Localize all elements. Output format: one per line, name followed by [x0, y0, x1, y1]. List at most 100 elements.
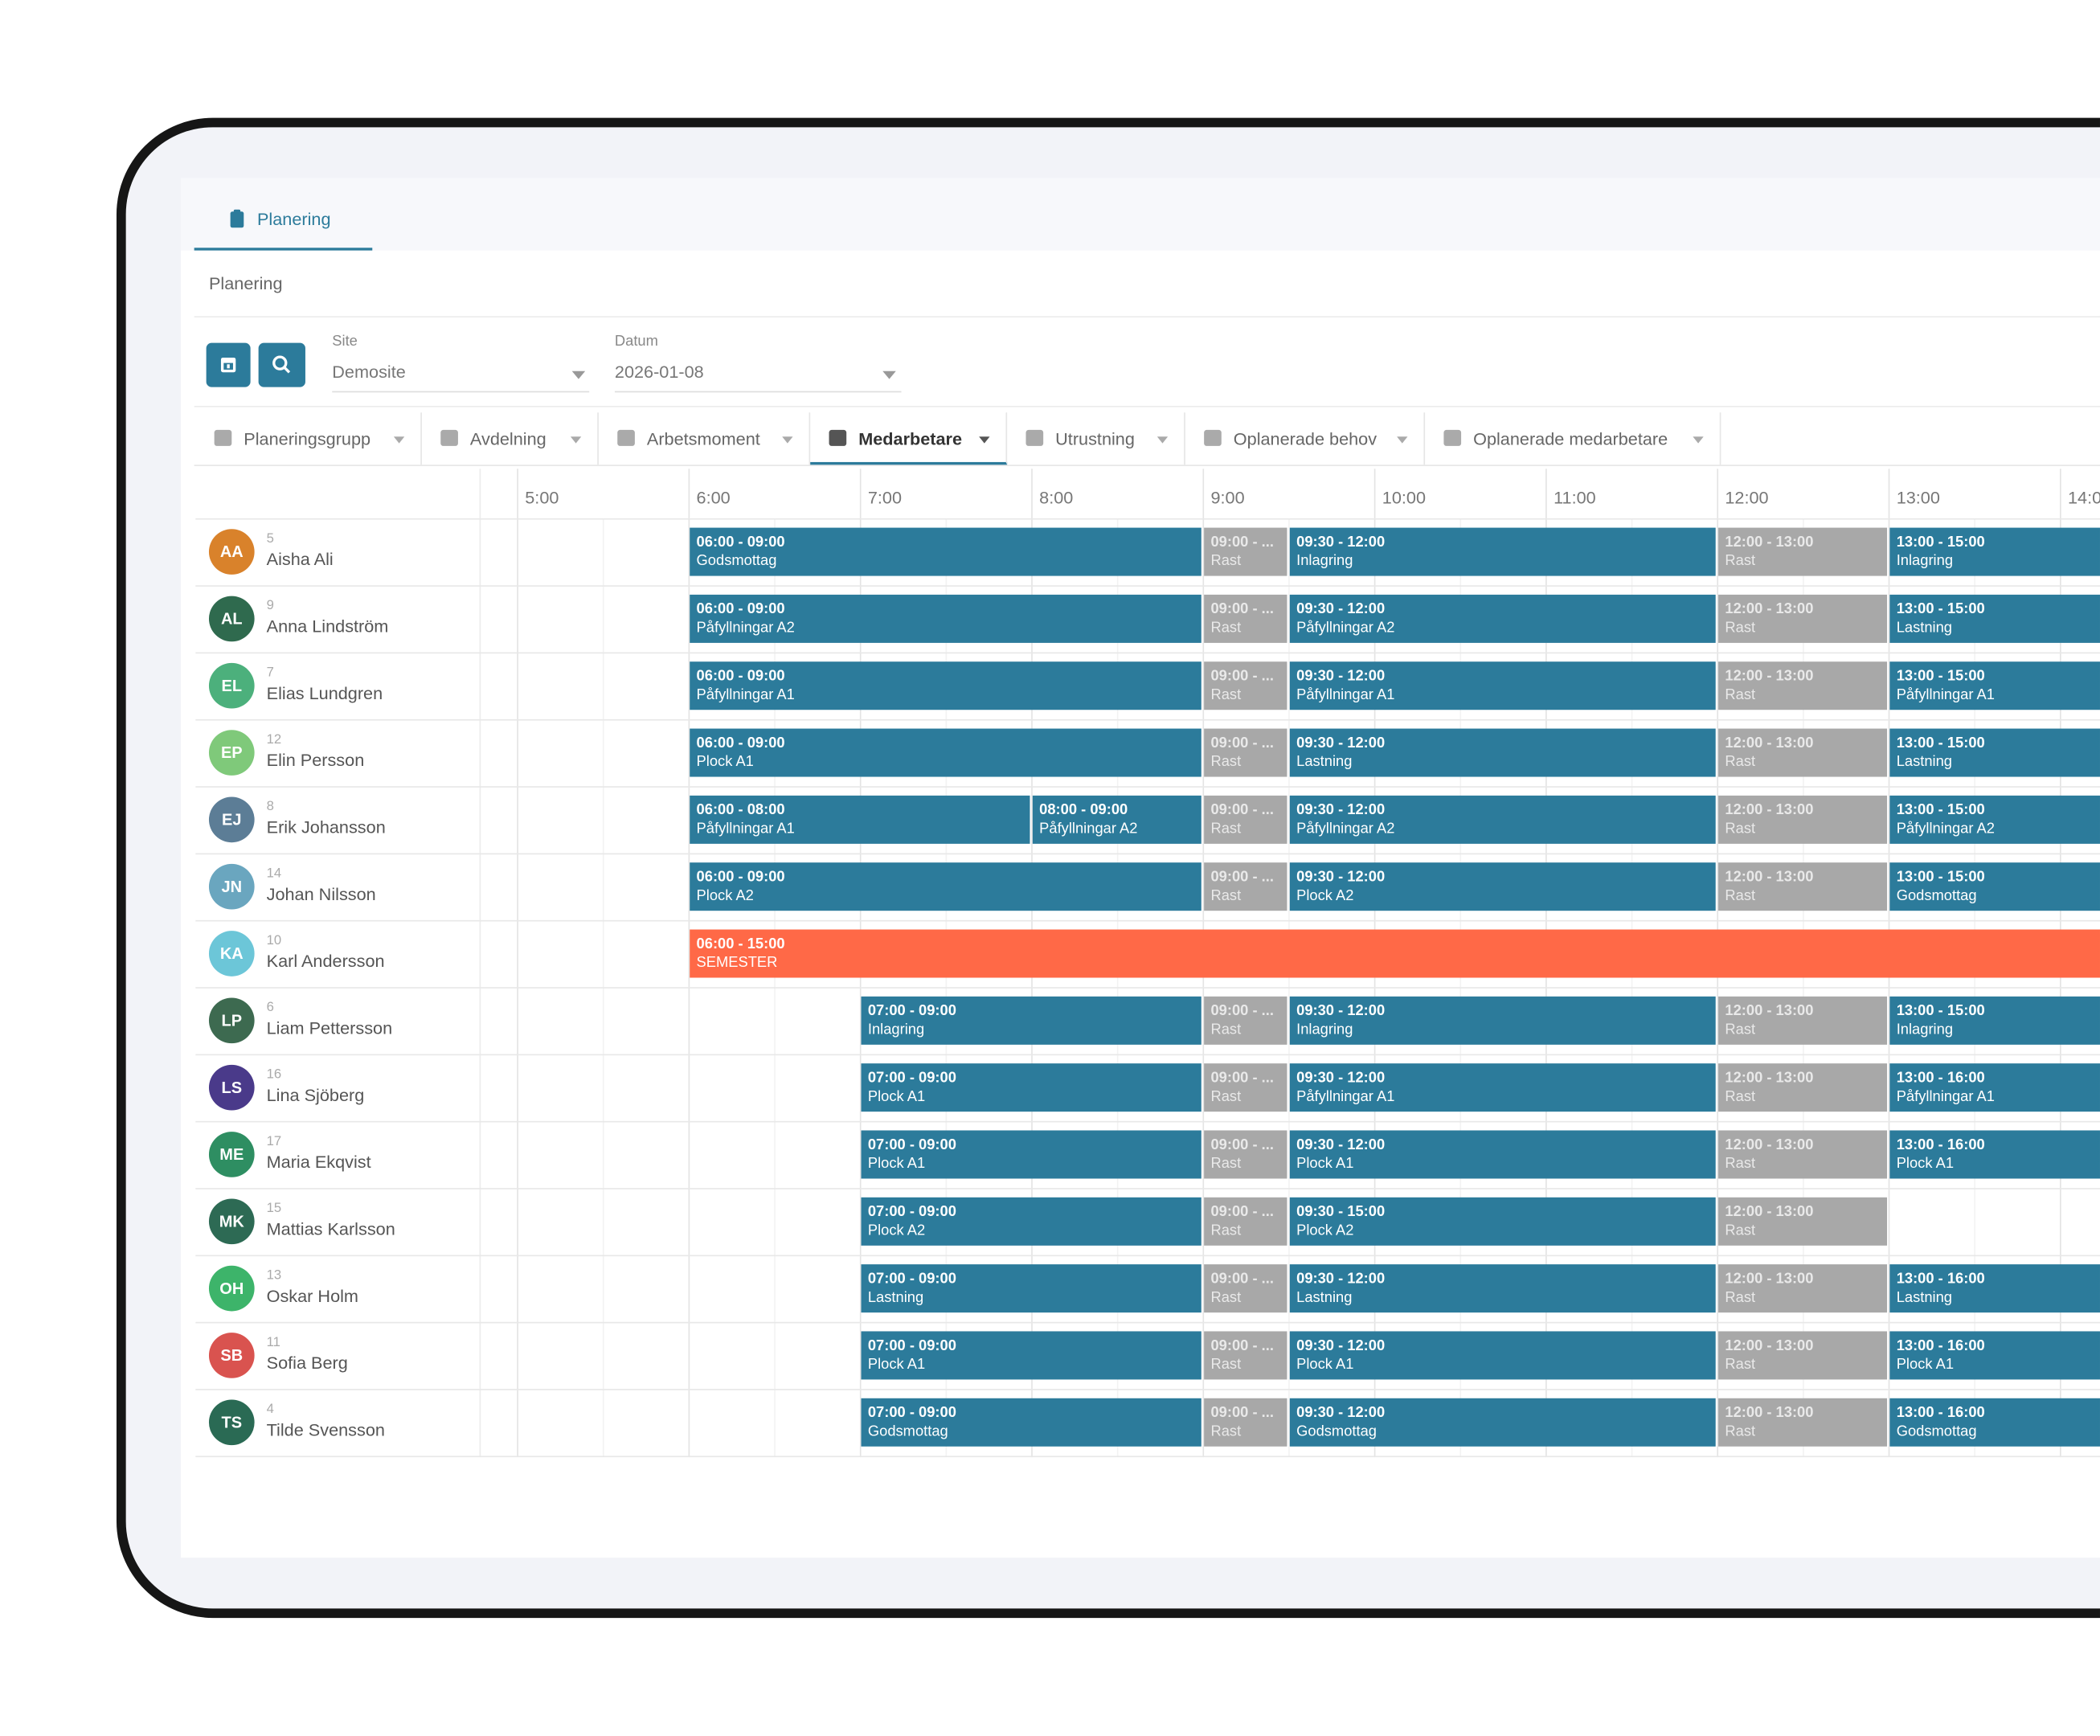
shift-block[interactable]: 06:00 - 09:00 Påfyllningar A1	[690, 661, 1201, 710]
shift-task: SEMESTER	[696, 955, 778, 972]
shift-block[interactable]: 09:30 - 12:00 Inlagring	[1289, 996, 1716, 1045]
shift-block[interactable]: 06:00 - 15:00 SEMESTER	[690, 929, 2100, 978]
shift-block[interactable]: 06:00 - 09:00 Plock A1	[690, 728, 1201, 777]
row-border	[195, 652, 2100, 654]
shift-block[interactable]: 09:00 - ... Rast	[1204, 594, 1287, 643]
shift-block[interactable]: 12:00 - 13:00 Rast	[1718, 1264, 1888, 1313]
shift-block[interactable]: 09:00 - ... Rast	[1204, 862, 1287, 911]
shift-block[interactable]: 12:00 - 13:00 Rast	[1718, 996, 1888, 1045]
shift-block[interactable]: 13:00 - 15:00 Påfyllningar A1	[1889, 661, 2100, 710]
shift-task: Rast	[1725, 553, 1756, 570]
shift-block[interactable]: 12:00 - 13:00 Rast	[1718, 594, 1888, 643]
shift-time: 06:00 - 09:00	[696, 869, 785, 886]
shift-task: Lastning	[1896, 1289, 1953, 1306]
shift-block[interactable]: 13:00 - 15:00 Inlagring	[1889, 527, 2100, 576]
view-tab[interactable]: Medarbetare	[810, 412, 1008, 465]
shift-block[interactable]: 13:00 - 16:00 Plock A1	[1889, 1331, 2100, 1380]
view-tab[interactable]: Oplanerade medarbetare	[1425, 412, 1721, 465]
calendar-button[interactable]	[206, 342, 251, 387]
shift-block[interactable]: 09:00 - ... Rast	[1204, 795, 1287, 844]
shift-block[interactable]: 09:30 - 12:00 Lastning	[1289, 1264, 1716, 1313]
shift-block[interactable]: 08:00 - 09:00 Påfyllningar A2	[1032, 795, 1201, 844]
shift-block[interactable]: 12:00 - 13:00 Rast	[1718, 661, 1888, 710]
shift-block[interactable]: 09:30 - 12:00 Påfyllningar A2	[1289, 795, 1716, 844]
view-tab[interactable]: Utrustning	[1007, 412, 1185, 465]
shift-time: 09:30 - 12:00	[1296, 1003, 1386, 1020]
shift-block[interactable]: 09:00 - ... Rast	[1204, 1398, 1287, 1447]
shift-block[interactable]: 06:00 - 09:00 Plock A2	[690, 862, 1201, 911]
shift-block[interactable]: 13:00 - 15:00 Godsmottag	[1889, 862, 2100, 911]
view-tab[interactable]: Arbetsmoment	[599, 412, 811, 465]
view-tab[interactable]: Oplanerade behov	[1185, 412, 1426, 465]
shift-block[interactable]: 13:00 - 16:00 Plock A1	[1889, 1130, 2100, 1179]
search-button[interactable]	[258, 342, 305, 387]
shift-block[interactable]: 07:00 - 09:00 Plock A2	[861, 1197, 1201, 1246]
shift-time: 06:00 - 09:00	[696, 534, 785, 551]
shift-block[interactable]: 12:00 - 13:00 Rast	[1718, 1331, 1888, 1380]
shift-block[interactable]: 09:30 - 12:00 Plock A1	[1289, 1130, 1716, 1179]
shift-block[interactable]: 09:00 - ... Rast	[1204, 1331, 1287, 1380]
shift-block[interactable]: 12:00 - 13:00 Rast	[1718, 795, 1888, 844]
shift-block[interactable]: 07:00 - 09:00 Godsmottag	[861, 1398, 1201, 1447]
shift-block[interactable]: 09:00 - ... Rast	[1204, 996, 1287, 1045]
shift-block[interactable]: 12:00 - 13:00 Rast	[1718, 1398, 1888, 1447]
shift-task: Rast	[1210, 1022, 1242, 1038]
shift-block[interactable]: 12:00 - 13:00 Rast	[1718, 1130, 1888, 1179]
shift-block[interactable]: 13:00 - 16:00 Godsmottag	[1889, 1398, 2100, 1447]
shift-block[interactable]: 12:00 - 13:00 Rast	[1718, 527, 1888, 576]
shift-block[interactable]: 09:30 - 12:00 Påfyllningar A2	[1289, 594, 1716, 643]
shift-block[interactable]: 09:30 - 12:00 Godsmottag	[1289, 1398, 1716, 1447]
calendar-icon	[220, 357, 236, 373]
shift-block[interactable]: 06:00 - 08:00 Påfyllningar A1	[690, 795, 1030, 844]
shift-block[interactable]: 09:30 - 12:00 Plock A1	[1289, 1331, 1716, 1380]
tab-icon	[829, 429, 847, 446]
shift-block[interactable]: 07:00 - 09:00 Plock A1	[861, 1063, 1201, 1112]
shift-block[interactable]: 13:00 - 15:00 Lastning	[1889, 728, 2100, 777]
shift-time: 09:30 - 12:00	[1296, 601, 1386, 618]
shift-block[interactable]: 07:00 - 09:00 Plock A1	[861, 1130, 1201, 1179]
employee-number: 15	[266, 1201, 282, 1217]
shift-task: Rast	[1210, 754, 1242, 771]
shift-block[interactable]: 09:30 - 12:00 Påfyllningar A1	[1289, 661, 1716, 710]
shift-block[interactable]: 12:00 - 13:00 Rast	[1718, 1197, 1888, 1246]
shift-block[interactable]: 09:00 - ... Rast	[1204, 1264, 1287, 1313]
date-select[interactable]: 2026-01-08	[614, 361, 704, 382]
shift-block[interactable]: 09:30 - 12:00 Lastning	[1289, 728, 1716, 777]
shift-block[interactable]: 13:00 - 15:00 Lastning	[1889, 594, 2100, 643]
shift-block[interactable]: 07:00 - 09:00 Plock A1	[861, 1331, 1201, 1380]
employee-name: Sofia Berg	[266, 1353, 348, 1374]
shift-block[interactable]: 13:00 - 16:00 Lastning	[1889, 1264, 2100, 1313]
shift-block[interactable]: 12:00 - 13:00 Rast	[1718, 728, 1888, 777]
shift-time: 09:00 - ...	[1210, 601, 1274, 618]
shift-block[interactable]: 09:00 - ... Rast	[1204, 661, 1287, 710]
employee-number: 16	[266, 1067, 282, 1083]
shift-block[interactable]: 09:30 - 15:00 Plock A2	[1289, 1197, 1716, 1246]
shift-block[interactable]: 09:00 - ... Rast	[1204, 1197, 1287, 1246]
shift-block[interactable]: 12:00 - 13:00 Rast	[1718, 1063, 1888, 1112]
main-tab[interactable]: Planering	[256, 208, 331, 229]
shift-block[interactable]: 09:30 - 12:00 Plock A2	[1289, 862, 1716, 911]
site-select[interactable]: Demosite	[332, 361, 406, 382]
shift-block[interactable]: 09:00 - ... Rast	[1204, 527, 1287, 576]
view-tab[interactable]: Planeringsgrupp	[195, 412, 422, 465]
shift-block[interactable]: 07:00 - 09:00 Lastning	[861, 1264, 1201, 1313]
shift-block[interactable]: 09:00 - ... Rast	[1204, 728, 1287, 777]
shift-block[interactable]: 13:00 - 15:00 Påfyllningar A2	[1889, 795, 2100, 844]
shift-task: Plock A1	[1296, 1357, 1354, 1374]
shift-task: Rast	[1725, 887, 1756, 904]
shift-block[interactable]: 09:00 - ... Rast	[1204, 1130, 1287, 1179]
shift-block[interactable]: 13:00 - 16:00 Påfyllningar A1	[1889, 1063, 2100, 1112]
shift-block[interactable]: 09:30 - 12:00 Inlagring	[1289, 527, 1716, 576]
view-tab[interactable]: Avdelning	[422, 412, 599, 465]
shift-block[interactable]: 12:00 - 13:00 Rast	[1718, 862, 1888, 911]
shift-task: Lastning	[1896, 754, 1953, 771]
shift-time: 09:30 - 12:00	[1296, 1271, 1386, 1288]
shift-block[interactable]: 09:30 - 12:00 Påfyllningar A1	[1289, 1063, 1716, 1112]
shift-block[interactable]: 06:00 - 09:00 Godsmottag	[690, 527, 1201, 576]
employee-number: 8	[266, 799, 274, 815]
shift-block[interactable]: 09:00 - ... Rast	[1204, 1063, 1287, 1112]
shift-task: Plock A1	[867, 1357, 926, 1374]
shift-block[interactable]: 13:00 - 15:00 Inlagring	[1889, 996, 2100, 1045]
shift-block[interactable]: 06:00 - 09:00 Påfyllningar A2	[690, 594, 1201, 643]
shift-block[interactable]: 07:00 - 09:00 Inlagring	[861, 996, 1201, 1045]
